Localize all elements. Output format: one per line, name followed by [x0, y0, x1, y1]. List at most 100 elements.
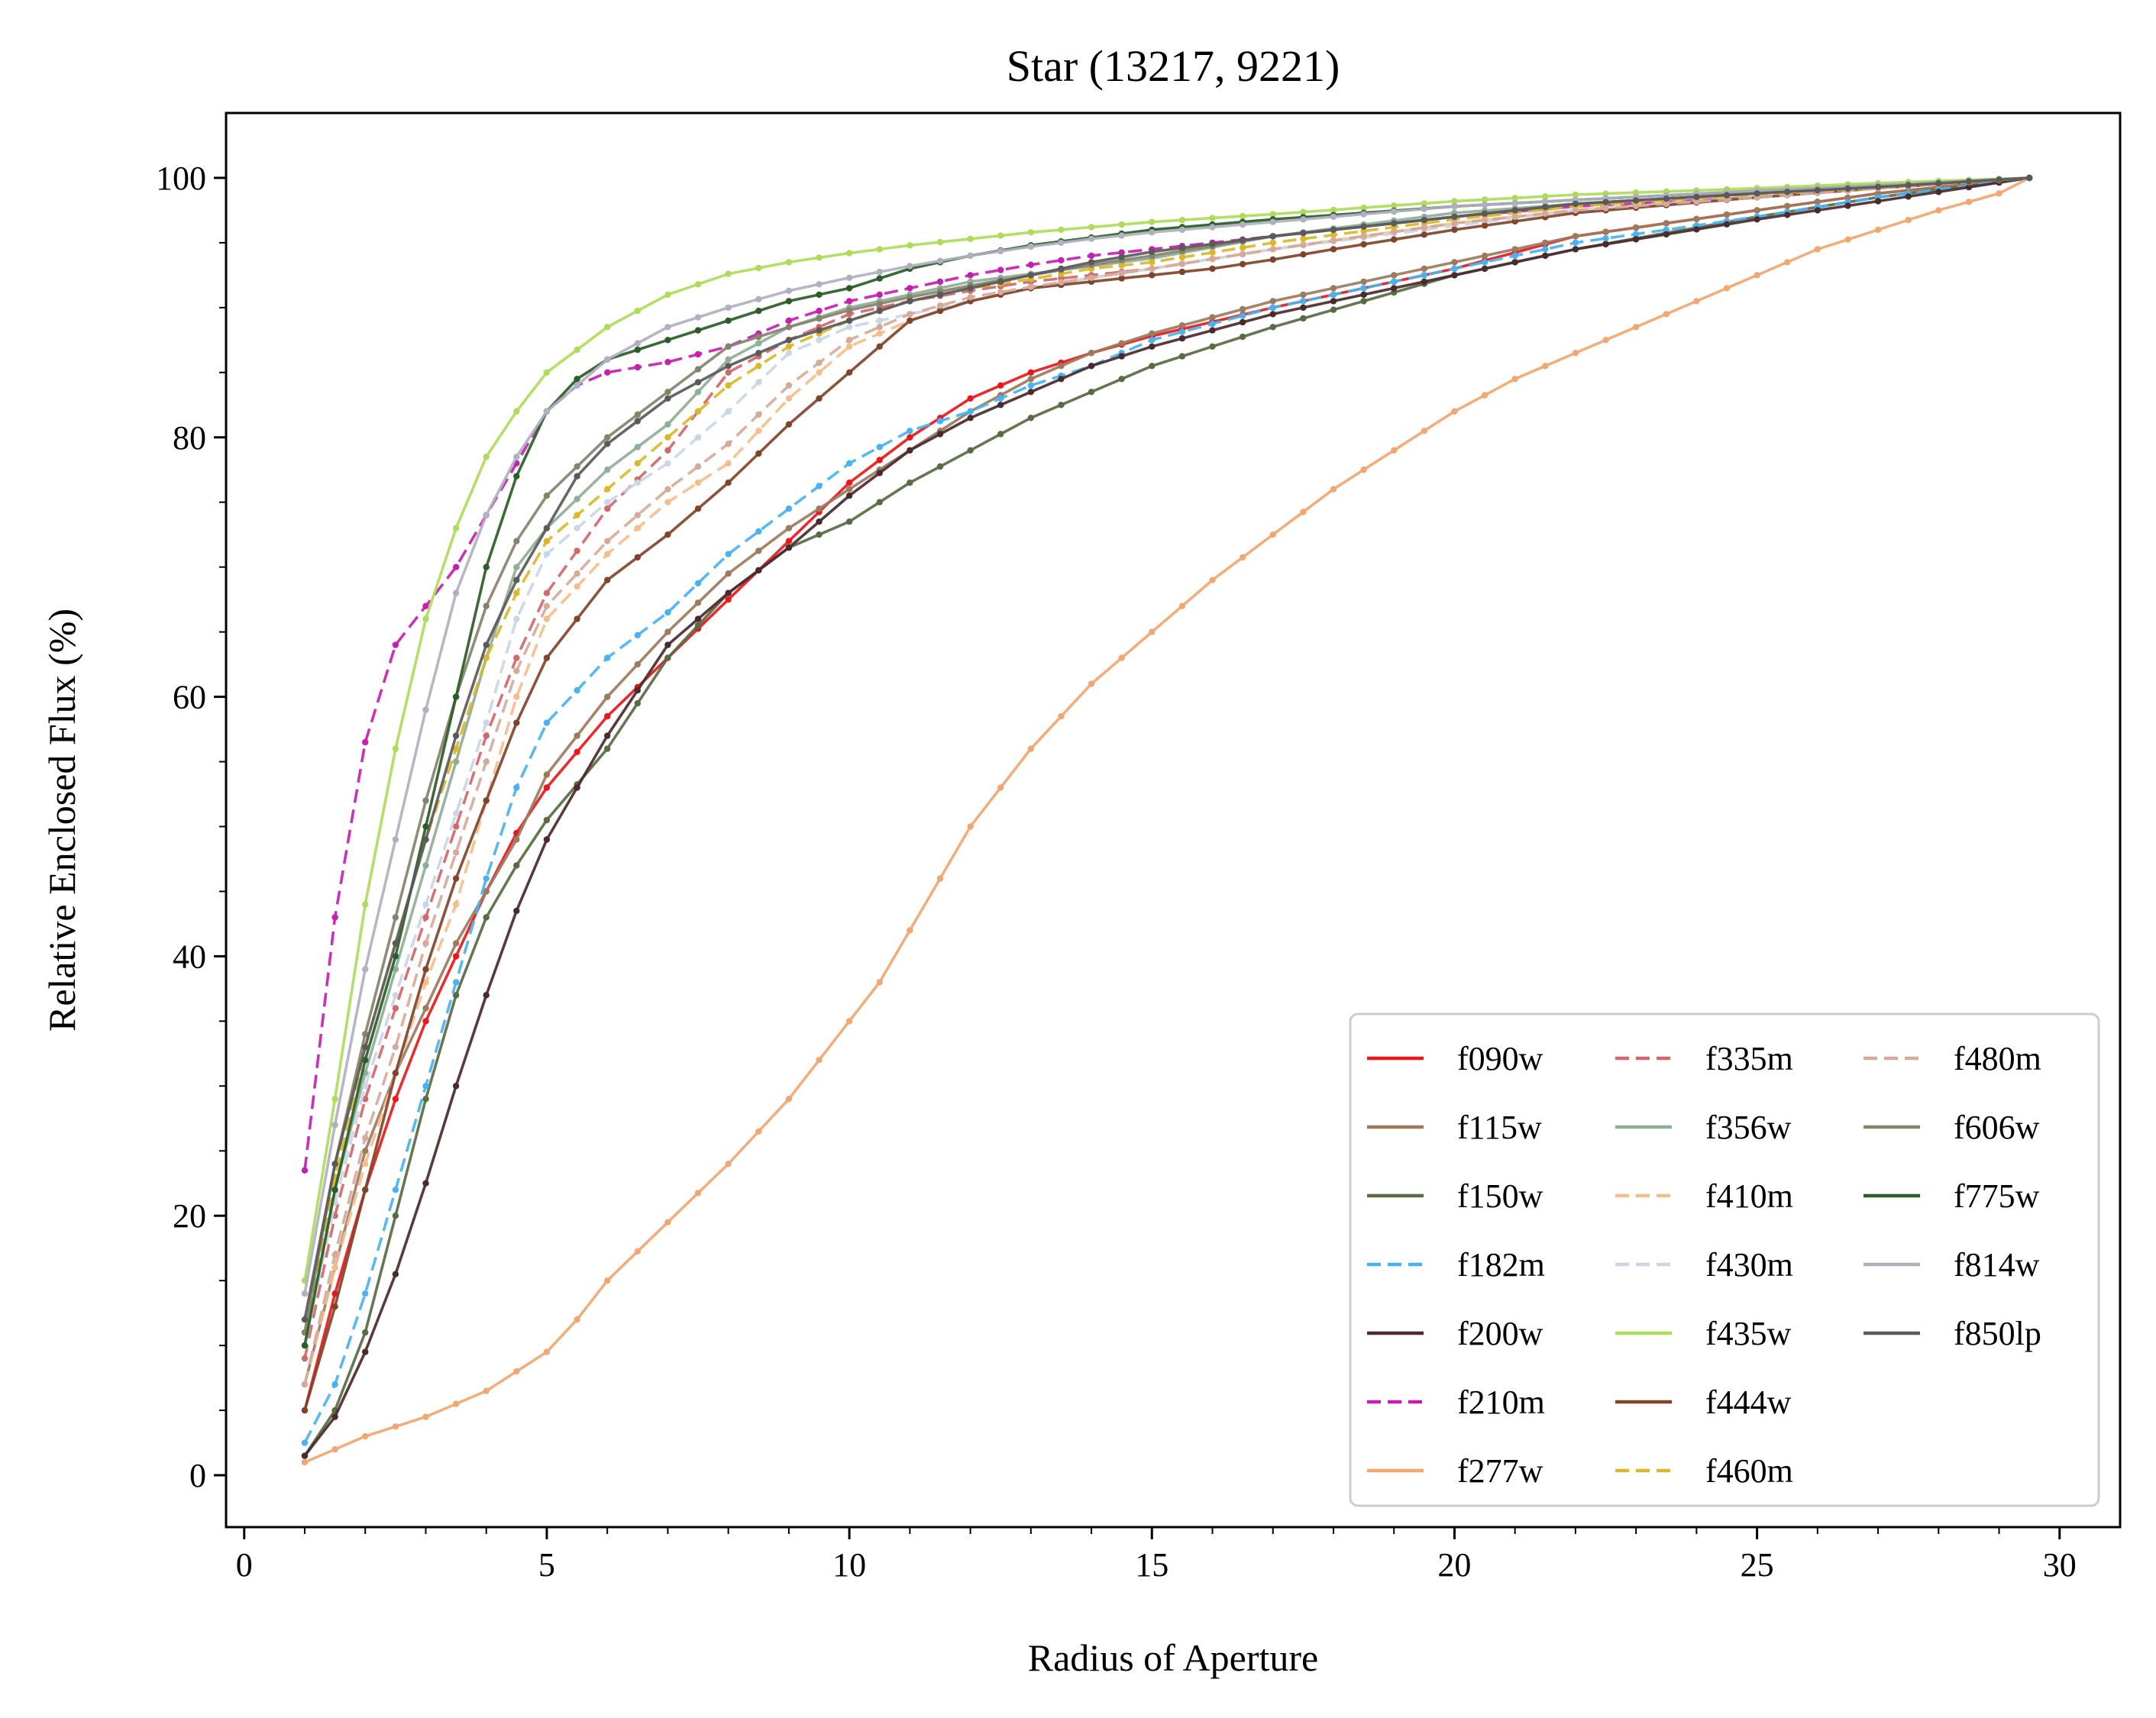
point-f115w-43: [1602, 228, 1609, 235]
point-f200w-50: [1814, 207, 1821, 214]
series-line-f814w: [303, 176, 2030, 1294]
point-f277w-20: [907, 927, 913, 934]
point-f460m-16: [785, 343, 793, 350]
point-f090w-4: [422, 1018, 429, 1025]
point-f814w-0: [301, 1290, 309, 1297]
point-f200w-4: [422, 1180, 429, 1187]
point-f814w-15: [755, 295, 762, 302]
point-f150w-5: [452, 992, 460, 999]
point-f480m-20: [907, 311, 913, 318]
point-f444w-28: [1149, 272, 1156, 279]
point-f277w-26: [1088, 680, 1095, 687]
y-tick-label: 100: [156, 160, 206, 197]
point-f435w-36: [1391, 202, 1398, 209]
point-f410m-14: [725, 460, 732, 467]
point-f150w-4: [422, 1096, 429, 1103]
point-f277w-41: [1542, 363, 1549, 370]
point-f150w-25: [1058, 402, 1065, 409]
point-f775w-12: [664, 337, 671, 344]
point-f200w-29: [1178, 335, 1186, 342]
point-f200w-54: [1935, 189, 1942, 195]
point-f814w-39: [1481, 202, 1489, 208]
point-f200w-9: [574, 784, 580, 791]
point-f480m-41: [1542, 210, 1549, 217]
point-f200w-5: [452, 1083, 460, 1090]
point-f410m-12: [664, 499, 671, 505]
point-f850lp-25: [1058, 265, 1065, 273]
point-f356w-4: [422, 862, 429, 869]
point-f814w-13: [694, 314, 702, 321]
point-f115w-10: [604, 693, 611, 700]
point-f200w-17: [816, 518, 823, 525]
point-f115w-32: [1269, 298, 1276, 305]
point-f850lp-7: [513, 576, 520, 583]
point-f444w-2: [362, 1187, 369, 1193]
point-f444w-34: [1330, 246, 1337, 253]
point-f850lp-50: [1814, 186, 1821, 194]
point-f606w-18: [845, 307, 853, 314]
y-tick-label: 0: [189, 1457, 206, 1494]
point-f090w-3: [392, 1096, 399, 1103]
point-f200w-6: [483, 992, 490, 999]
point-f444w-6: [483, 797, 490, 804]
point-f200w-28: [1149, 343, 1156, 350]
point-f150w-18: [845, 518, 853, 525]
point-f200w-22: [967, 415, 974, 421]
point-f115w-33: [1300, 291, 1307, 299]
point-f150w-2: [362, 1329, 369, 1336]
legend-label-f775w: f775w: [1954, 1177, 2040, 1215]
point-f480m-36: [1391, 228, 1398, 235]
point-f150w-19: [876, 499, 883, 505]
point-f435w-34: [1330, 206, 1337, 214]
point-f200w-39: [1481, 265, 1489, 273]
point-f606w-10: [604, 434, 611, 441]
series-line-f210m: [303, 176, 2030, 1171]
point-f435w-6: [483, 454, 490, 460]
point-f460m-12: [664, 434, 671, 441]
point-f410m-4: [422, 979, 429, 986]
point-f430m-15: [755, 379, 762, 386]
point-f277w-16: [785, 1096, 793, 1103]
point-f200w-49: [1784, 212, 1791, 218]
point-f435w-31: [1239, 212, 1246, 220]
point-f356w-15: [755, 340, 762, 347]
point-f435w-42: [1572, 191, 1579, 199]
point-f115w-4: [422, 1005, 429, 1012]
point-f200w-27: [1118, 353, 1125, 360]
point-f480m-17: [816, 359, 823, 367]
point-f430m-11: [634, 480, 641, 486]
point-f335m-8: [543, 589, 551, 596]
point-f444w-38: [1451, 226, 1458, 234]
point-f850lp-2: [362, 1044, 369, 1051]
point-f115w-48: [1754, 207, 1760, 214]
point-f115w-9: [574, 732, 580, 739]
point-f444w-30: [1209, 265, 1216, 273]
point-f435w-2: [362, 901, 369, 908]
point-f444w-32: [1269, 256, 1276, 263]
point-f814w-29: [1178, 226, 1186, 234]
point-f115w-25: [1058, 363, 1065, 370]
point-f850lp-57: [2026, 174, 2033, 182]
point-f277w-17: [816, 1057, 823, 1064]
point-f850lp-39: [1481, 210, 1489, 217]
point-f460m-33: [1300, 235, 1307, 242]
point-f480m-43: [1602, 205, 1609, 212]
series-f200w: [301, 174, 2033, 1459]
point-f850lp-44: [1632, 197, 1640, 204]
point-f277w-52: [1874, 226, 1882, 234]
point-f606w-19: [876, 300, 883, 307]
point-f182m-16: [785, 505, 793, 512]
x-tick-label: 30: [2043, 1546, 2077, 1584]
point-f210m-23: [997, 266, 1004, 273]
point-f850lp-12: [664, 395, 671, 402]
point-f182m-40: [1511, 252, 1518, 260]
point-f277w-35: [1360, 467, 1367, 473]
point-f814w-40: [1511, 199, 1518, 207]
point-f435w-21: [936, 238, 944, 246]
point-f460m-34: [1330, 231, 1337, 238]
point-f356w-11: [634, 444, 641, 450]
point-f606w-8: [543, 492, 551, 499]
point-f090w-22: [967, 395, 974, 402]
point-f850lp-20: [907, 298, 913, 305]
point-f150w-8: [543, 816, 551, 824]
